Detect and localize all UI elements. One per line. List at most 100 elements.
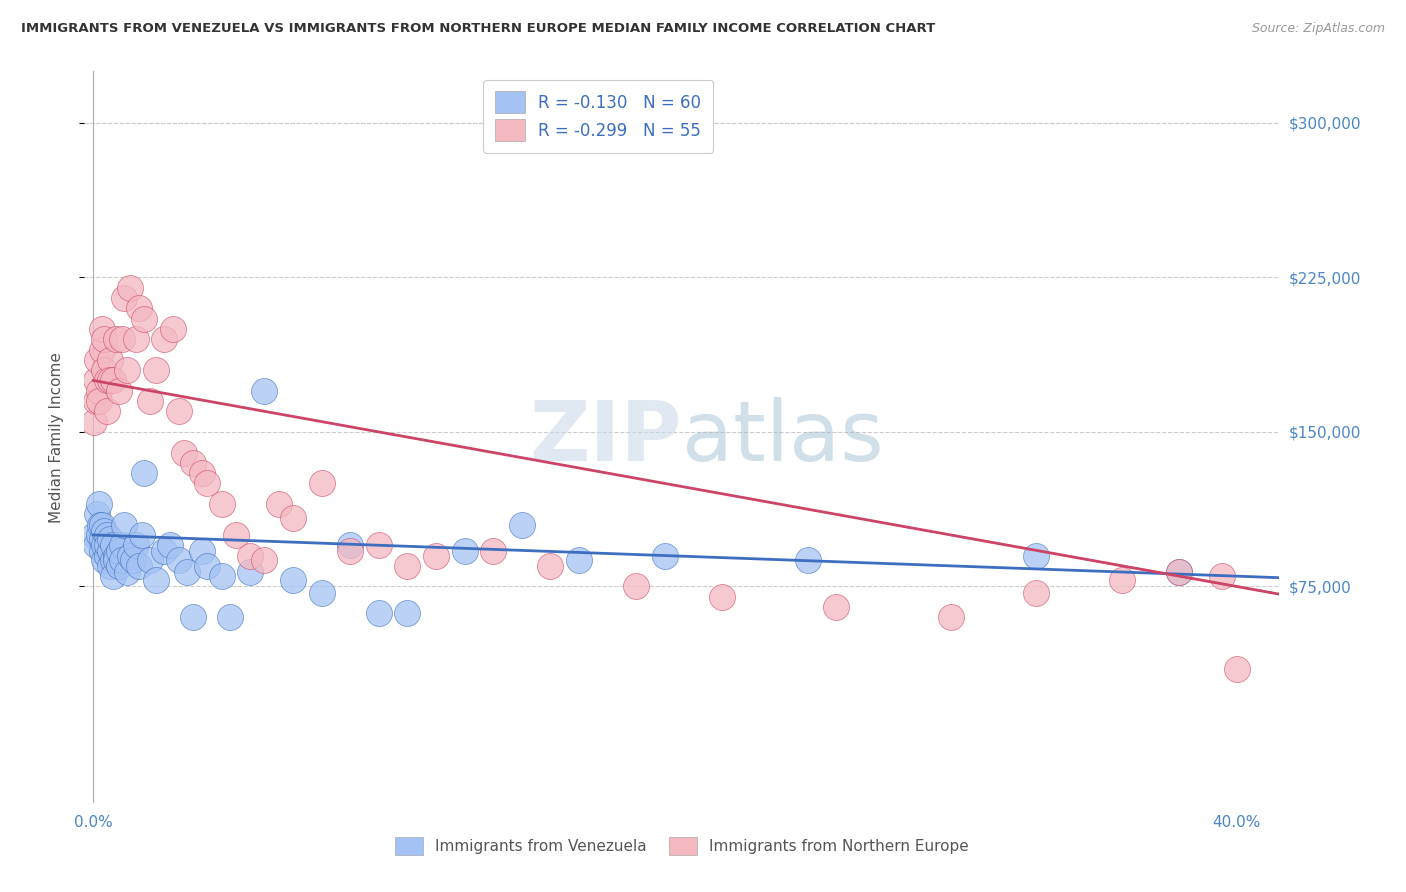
- Text: ZIP: ZIP: [530, 397, 682, 477]
- Point: [195, 558, 218, 573]
- Point: [239, 549, 262, 563]
- Point: [98, 558, 121, 573]
- Point: [1168, 565, 1191, 579]
- Point: [96, 373, 118, 387]
- Point: [87, 497, 110, 511]
- Point: [84, 538, 107, 552]
- Point: [84, 373, 107, 387]
- Point: [211, 569, 233, 583]
- Point: [267, 497, 290, 511]
- Text: Source: ZipAtlas.com: Source: ZipAtlas.com: [1251, 22, 1385, 36]
- Point: [1111, 574, 1133, 588]
- Point: [107, 544, 129, 558]
- Point: [939, 610, 962, 624]
- Point: [190, 544, 212, 558]
- Point: [96, 549, 118, 563]
- Point: [98, 352, 121, 367]
- Point: [153, 332, 176, 346]
- Point: [93, 524, 115, 538]
- Point: [253, 384, 276, 398]
- Point: [128, 301, 150, 316]
- Point: [1025, 549, 1047, 563]
- Point: [117, 565, 139, 579]
- Point: [128, 558, 150, 573]
- Point: [110, 538, 132, 552]
- Point: [131, 528, 153, 542]
- Point: [134, 466, 156, 480]
- Point: [104, 549, 127, 563]
- Point: [139, 394, 162, 409]
- Point: [125, 332, 148, 346]
- Point: [93, 538, 115, 552]
- Point: [86, 352, 108, 367]
- Point: [93, 363, 115, 377]
- Point: [167, 404, 190, 418]
- Point: [90, 544, 112, 558]
- Point: [101, 538, 124, 552]
- Point: [117, 363, 139, 377]
- Point: [538, 558, 561, 573]
- Point: [225, 528, 247, 542]
- Point: [311, 476, 333, 491]
- Point: [453, 544, 475, 558]
- Point: [568, 552, 591, 566]
- Point: [1168, 565, 1191, 579]
- Point: [176, 565, 198, 579]
- Point: [104, 332, 127, 346]
- Point: [86, 508, 108, 522]
- Point: [93, 332, 115, 346]
- Point: [110, 552, 132, 566]
- Point: [145, 574, 167, 588]
- Point: [281, 511, 304, 525]
- Point: [825, 600, 848, 615]
- Point: [181, 456, 204, 470]
- Point: [90, 532, 112, 546]
- Legend: Immigrants from Venezuela, Immigrants from Northern Europe: Immigrants from Venezuela, Immigrants fr…: [389, 831, 974, 861]
- Point: [173, 445, 195, 459]
- Point: [339, 538, 361, 552]
- Point: [624, 579, 647, 593]
- Point: [1225, 662, 1247, 676]
- Text: IMMIGRANTS FROM VENEZUELA VS IMMIGRANTS FROM NORTHERN EUROPE MEDIAN FAMILY INCOM: IMMIGRANTS FROM VENEZUELA VS IMMIGRANTS …: [21, 22, 935, 36]
- Point: [425, 549, 447, 563]
- Y-axis label: Median Family Income: Median Family Income: [49, 351, 63, 523]
- Point: [167, 552, 190, 566]
- Point: [90, 343, 112, 357]
- Point: [87, 528, 110, 542]
- Point: [93, 552, 115, 566]
- Point: [84, 394, 107, 409]
- Point: [107, 384, 129, 398]
- Point: [90, 322, 112, 336]
- Point: [482, 544, 505, 558]
- Point: [120, 549, 142, 563]
- Point: [219, 610, 242, 624]
- Point: [104, 552, 127, 566]
- Point: [1211, 569, 1233, 583]
- Point: [90, 517, 112, 532]
- Point: [98, 373, 121, 387]
- Point: [87, 394, 110, 409]
- Point: [110, 332, 132, 346]
- Point: [120, 281, 142, 295]
- Point: [396, 558, 419, 573]
- Point: [107, 558, 129, 573]
- Point: [1025, 585, 1047, 599]
- Point: [122, 552, 145, 566]
- Point: [89, 517, 111, 532]
- Point: [112, 291, 135, 305]
- Point: [83, 528, 105, 542]
- Point: [101, 552, 124, 566]
- Point: [96, 528, 118, 542]
- Point: [145, 363, 167, 377]
- Point: [710, 590, 733, 604]
- Point: [195, 476, 218, 491]
- Point: [211, 497, 233, 511]
- Point: [281, 574, 304, 588]
- Point: [162, 322, 184, 336]
- Point: [367, 538, 389, 552]
- Point: [159, 538, 181, 552]
- Point: [101, 373, 124, 387]
- Point: [510, 517, 533, 532]
- Point: [339, 544, 361, 558]
- Point: [83, 415, 105, 429]
